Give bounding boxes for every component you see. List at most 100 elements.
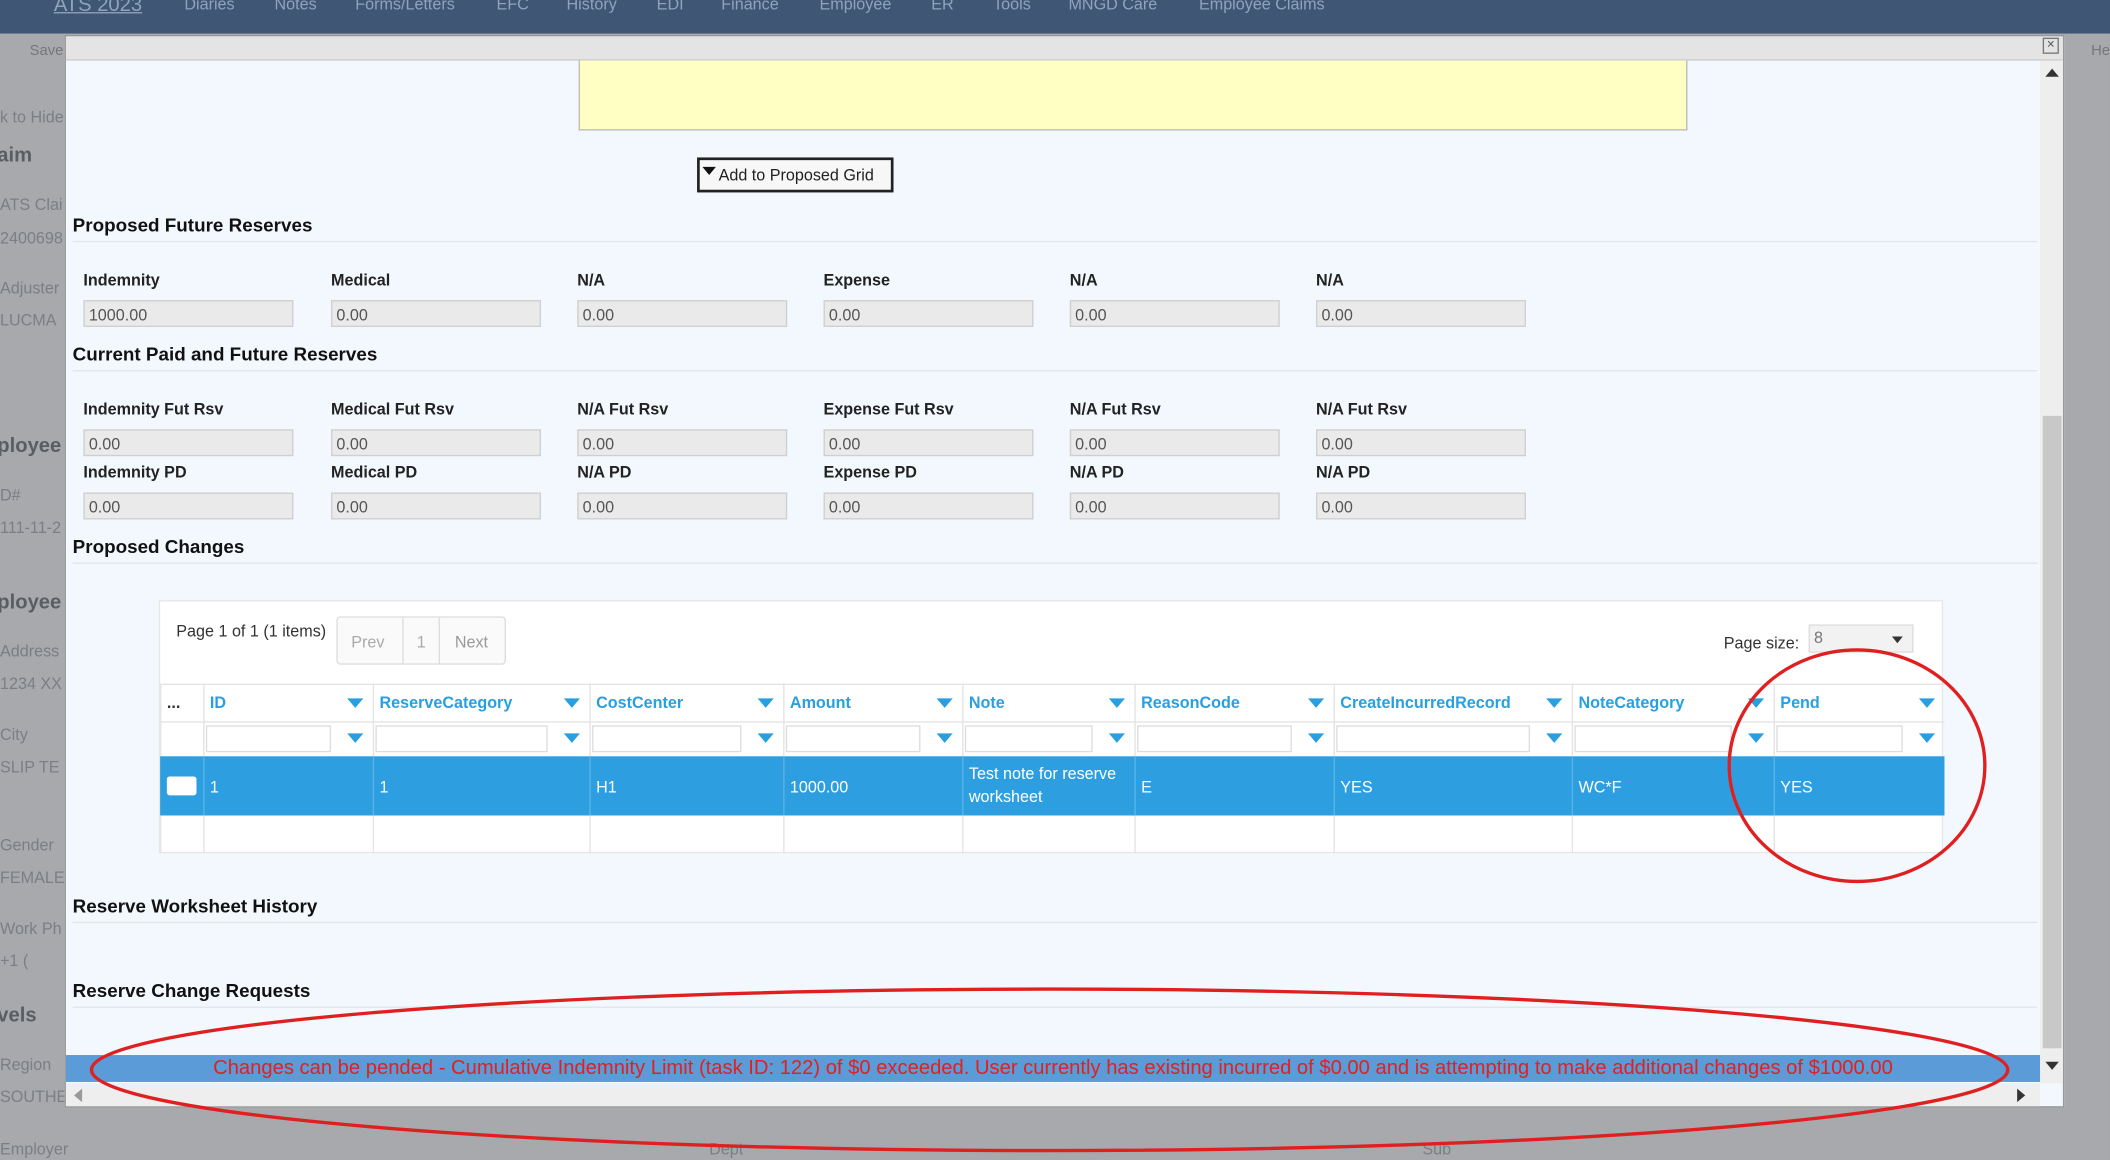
field-input[interactable]: 0.00 bbox=[1316, 300, 1526, 328]
section-rule bbox=[72, 1006, 2038, 1008]
header-filter[interactable] bbox=[936, 698, 953, 708]
section-rule bbox=[72, 370, 2038, 372]
toolbar-help[interactable]: He bbox=[2091, 43, 2110, 60]
header-filter[interactable] bbox=[1108, 698, 1125, 708]
column-header[interactable]: Amount bbox=[789, 693, 851, 712]
filter-button[interactable] bbox=[563, 733, 580, 743]
filter-input[interactable] bbox=[964, 725, 1093, 753]
nav-item[interactable]: EDI bbox=[656, 0, 684, 14]
column-header[interactable]: Pend bbox=[1780, 693, 1820, 712]
column-header[interactable]: ... bbox=[166, 693, 181, 712]
column-header[interactable]: ReasonCode bbox=[1141, 693, 1240, 712]
filter-button[interactable] bbox=[1108, 733, 1125, 743]
field-input[interactable]: 0.00 bbox=[1316, 492, 1526, 520]
filter-button[interactable] bbox=[757, 733, 774, 743]
header-filter[interactable] bbox=[1918, 698, 1936, 708]
col-divider bbox=[203, 756, 205, 816]
hscroll-right[interactable] bbox=[2017, 1088, 2026, 1103]
filter-input[interactable] bbox=[1776, 725, 1903, 753]
column-header[interactable]: CreateIncurredRecord bbox=[1340, 693, 1511, 712]
grid-cell: Test note for reserve worksheet bbox=[968, 764, 1117, 807]
column-header[interactable]: ReserveCategory bbox=[379, 693, 513, 712]
close-button[interactable]: × bbox=[2042, 37, 2059, 54]
filter-rule bbox=[160, 721, 1945, 723]
nav-item[interactable]: MNGD Care bbox=[1068, 0, 1158, 14]
page-number[interactable]: 1 bbox=[402, 617, 441, 664]
nav-item[interactable]: Finance bbox=[721, 0, 779, 14]
grid-row[interactable]: 1 1 H1 1000.00 Test note for reserve workshe… bbox=[160, 756, 1945, 816]
field-input[interactable]: 0.00 bbox=[823, 492, 1034, 520]
field-input[interactable]: 0.00 bbox=[331, 300, 541, 328]
header-filter[interactable] bbox=[757, 698, 774, 708]
vscroll-down[interactable] bbox=[2045, 1061, 2059, 1070]
section-rule bbox=[72, 562, 2038, 564]
header-filter[interactable] bbox=[563, 698, 580, 708]
field-input[interactable]: 0.00 bbox=[577, 492, 788, 520]
field-input[interactable]: 0.00 bbox=[83, 429, 294, 457]
filter-input[interactable] bbox=[785, 725, 921, 753]
row-select[interactable] bbox=[166, 776, 197, 796]
field-input[interactable]: 0.00 bbox=[331, 429, 541, 457]
nav-item[interactable]: Diaries bbox=[184, 0, 235, 14]
notes-textarea[interactable] bbox=[578, 60, 1688, 131]
message: Changes can be pended - Cumulative Indem… bbox=[213, 1056, 1893, 1080]
field-input[interactable]: 0.00 bbox=[331, 492, 541, 520]
field-input[interactable]: 0.00 bbox=[1069, 492, 1280, 520]
field-input[interactable]: 1000.00 bbox=[83, 300, 294, 328]
filter-input[interactable] bbox=[375, 725, 548, 753]
column-header[interactable]: NoteCategory bbox=[1578, 693, 1685, 712]
header-filter[interactable] bbox=[1748, 698, 1765, 708]
filter-button[interactable] bbox=[1748, 733, 1765, 743]
field-input[interactable]: 0.00 bbox=[577, 429, 788, 457]
nav-item[interactable]: Notes bbox=[274, 0, 317, 14]
section-title: Current Paid and Future Reserves bbox=[72, 343, 378, 365]
header-filter[interactable] bbox=[1307, 698, 1325, 708]
nav-item[interactable]: EFC bbox=[496, 0, 529, 14]
nav-item[interactable]: Tools bbox=[993, 0, 1031, 14]
nav-item[interactable]: ER bbox=[931, 0, 954, 14]
filter-input[interactable] bbox=[1574, 725, 1732, 753]
filter-button[interactable] bbox=[936, 733, 953, 743]
filter-input[interactable] bbox=[592, 725, 742, 753]
prev-button[interactable]: Prev bbox=[351, 632, 385, 652]
filter-button[interactable] bbox=[1918, 733, 1936, 743]
section-title: Reserve Change Requests bbox=[72, 979, 311, 1002]
field-label: N/A PD bbox=[1069, 462, 1124, 482]
filter-input[interactable] bbox=[205, 725, 332, 753]
column-header[interactable]: Note bbox=[968, 693, 1005, 712]
filter-input[interactable] bbox=[1336, 725, 1531, 753]
pend-highlight bbox=[1727, 648, 1987, 884]
nav-item[interactable]: Employee Claims bbox=[1198, 0, 1325, 14]
column-header[interactable]: ID bbox=[209, 693, 227, 712]
header-filter[interactable] bbox=[1546, 698, 1563, 708]
next-button[interactable]: Next bbox=[454, 632, 489, 652]
vscroll-up[interactable] bbox=[2045, 68, 2059, 77]
nav-item[interactable]: Forms/Letters bbox=[355, 0, 455, 14]
filter-input[interactable] bbox=[1137, 725, 1292, 753]
field-input[interactable]: 0.00 bbox=[1069, 429, 1280, 457]
side-label: vels bbox=[0, 1003, 37, 1027]
nav-item[interactable]: Employee bbox=[819, 0, 892, 14]
filter-button[interactable] bbox=[347, 733, 364, 743]
field-input[interactable]: 0.00 bbox=[1316, 429, 1526, 457]
side-label: k to Hide bbox=[0, 107, 64, 127]
nav-item[interactable]: ATS 2023 bbox=[53, 0, 143, 17]
grid-cell: E bbox=[1141, 777, 1152, 797]
add-button[interactable]: Add to Proposed Grid bbox=[697, 157, 894, 193]
field-input[interactable]: 0.00 bbox=[823, 300, 1034, 328]
toolbar-save[interactable]: Save bbox=[29, 43, 64, 60]
nav-item[interactable]: History bbox=[566, 0, 617, 14]
field-input[interactable]: 0.00 bbox=[577, 300, 788, 328]
filter-button[interactable] bbox=[1307, 733, 1325, 743]
field-input[interactable]: 0.00 bbox=[1069, 300, 1280, 328]
header-filter[interactable] bbox=[347, 698, 364, 708]
column-header[interactable]: CostCenter bbox=[596, 693, 684, 712]
grid: Page 1 of 1 (1 items) Prev 1 Next Page size:… bbox=[158, 600, 1945, 854]
side-label: 1234 XX bbox=[0, 674, 62, 694]
modal-header bbox=[65, 36, 2063, 61]
field-input[interactable]: 0.00 bbox=[823, 429, 1034, 457]
field-input[interactable]: 0.00 bbox=[83, 492, 294, 520]
hscroll-left[interactable] bbox=[74, 1088, 83, 1103]
filter-button[interactable] bbox=[1546, 733, 1563, 743]
